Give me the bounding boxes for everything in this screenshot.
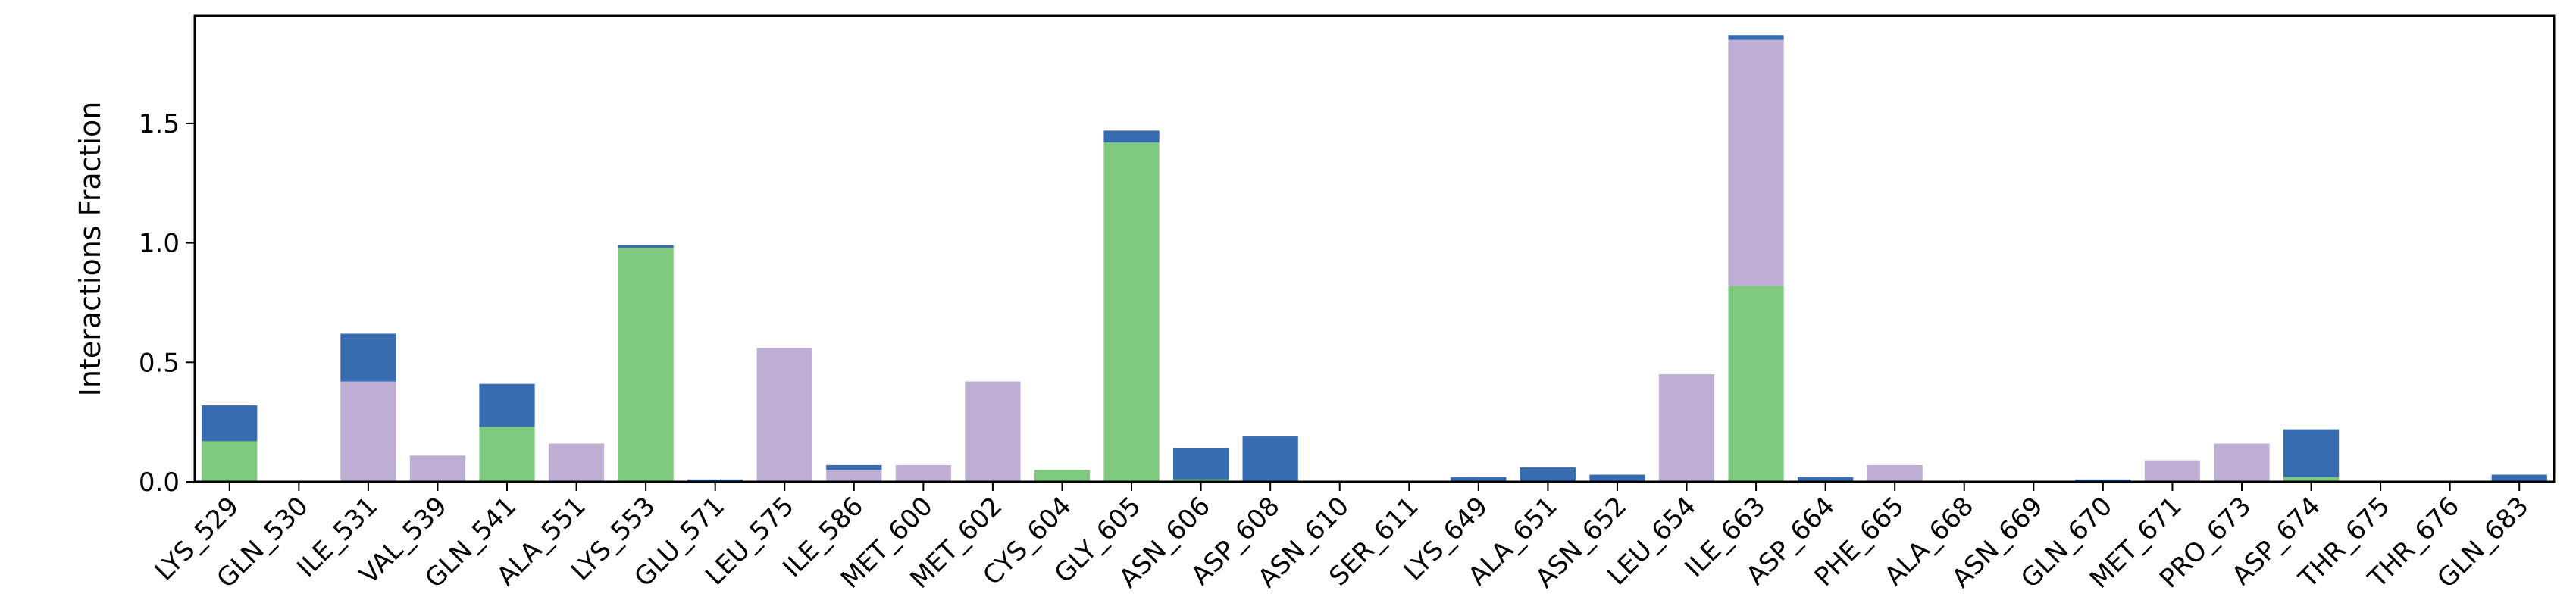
bar-purple-leu-654 <box>1658 374 1715 482</box>
bar-green-cys-604 <box>1034 470 1091 482</box>
bar-purple-leu-575 <box>756 348 812 482</box>
bar-blue-asp-674 <box>2283 429 2340 477</box>
bar-blue-gln-683 <box>2491 474 2547 482</box>
bar-green-asp-674 <box>2283 477 2340 482</box>
bars-layer <box>202 35 2547 482</box>
bar-purple-ala-551 <box>548 443 605 482</box>
bar-purple-phe-665 <box>1867 464 1923 482</box>
bar-blue-ile-663 <box>1728 35 1784 40</box>
bar-blue-ile-531 <box>340 333 396 382</box>
bar-purple-val-539 <box>409 455 466 482</box>
bar-blue-ala-651 <box>1520 467 1576 482</box>
bar-blue-gly-605 <box>1103 130 1160 143</box>
bar-green-gly-605 <box>1103 142 1160 482</box>
y-axis-label: Interactions Fraction <box>74 102 107 397</box>
bar-blue-asp-664 <box>1798 477 1854 482</box>
y-tick-label: 1.5 <box>139 109 180 139</box>
y-tick-label: 0.0 <box>139 467 180 498</box>
bar-blue-lys-553 <box>618 245 674 248</box>
bar-green-asn-606 <box>1172 479 1229 482</box>
bar-purple-pro-673 <box>2214 443 2270 482</box>
bar-purple-ile-663 <box>1728 39 1784 286</box>
x-axis: LYS_529GLN_530ILE_531VAL_539GLN_541ALA_5… <box>149 482 2535 595</box>
y-axis: 0.0 0.5 1.0 1.5 <box>139 109 195 498</box>
bar-purple-met-602 <box>965 381 1021 482</box>
bar-green-lys-529 <box>202 441 258 482</box>
bar-purple-met-671 <box>2144 460 2201 482</box>
bar-blue-asp-608 <box>1242 436 1298 482</box>
bar-purple-met-600 <box>895 464 951 482</box>
bar-purple-ile-531 <box>340 381 396 482</box>
bar-blue-lys-529 <box>202 405 258 442</box>
bar-green-gln-541 <box>479 427 535 482</box>
plot-frame <box>193 14 2556 483</box>
bar-blue-gln-670 <box>2075 479 2131 482</box>
bar-blue-lys-649 <box>1451 477 1507 482</box>
bar-blue-gln-541 <box>479 383 535 427</box>
y-tick-label: 1.0 <box>139 229 180 259</box>
bar-blue-asn-606 <box>1172 448 1229 480</box>
bar-green-ile-663 <box>1728 286 1784 482</box>
bar-blue-glu-571 <box>687 479 743 482</box>
bar-purple-ile-586 <box>826 470 882 482</box>
bar-blue-asn-652 <box>1589 474 1645 482</box>
bar-blue-ile-586 <box>826 464 882 470</box>
bar-green-lys-553 <box>618 247 674 482</box>
y-tick-label: 0.5 <box>139 348 180 378</box>
